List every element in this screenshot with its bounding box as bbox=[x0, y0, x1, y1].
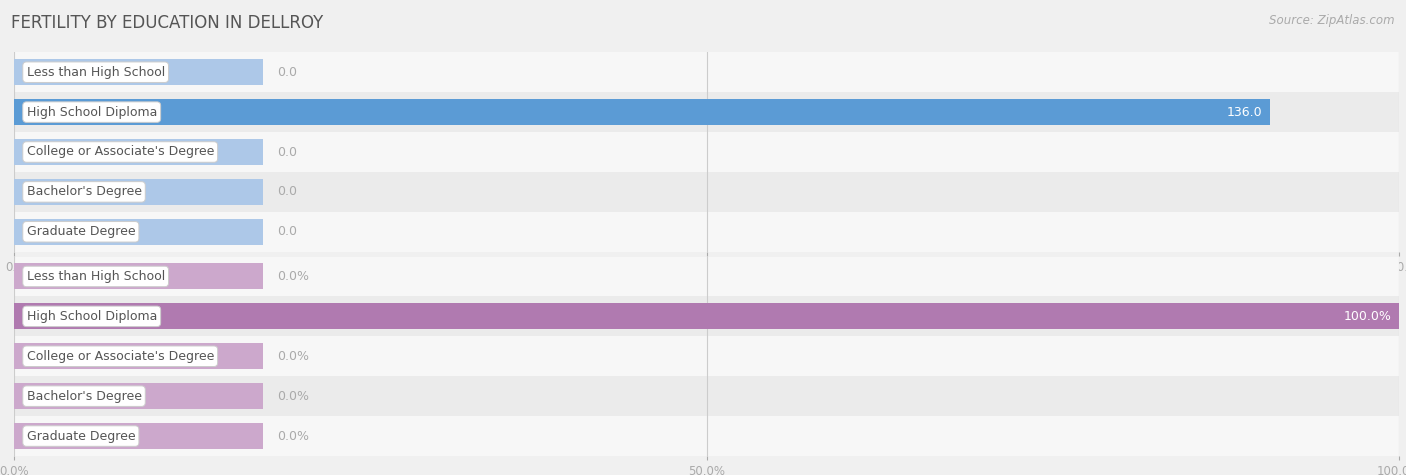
Text: High School Diploma: High School Diploma bbox=[27, 105, 157, 119]
Bar bbox=[14, 99, 1270, 125]
Text: College or Associate's Degree: College or Associate's Degree bbox=[27, 145, 214, 159]
Text: 0.0: 0.0 bbox=[277, 145, 297, 159]
Text: 0.0%: 0.0% bbox=[277, 270, 309, 283]
Text: Graduate Degree: Graduate Degree bbox=[27, 225, 135, 238]
Bar bbox=[14, 343, 263, 369]
Bar bbox=[14, 304, 1399, 329]
Text: 0.0%: 0.0% bbox=[277, 390, 309, 403]
Text: Less than High School: Less than High School bbox=[27, 66, 165, 79]
Text: 0.0: 0.0 bbox=[277, 66, 297, 79]
Bar bbox=[14, 376, 1399, 416]
Text: College or Associate's Degree: College or Associate's Degree bbox=[27, 350, 214, 363]
Bar bbox=[14, 172, 1399, 212]
Bar bbox=[14, 264, 263, 289]
Bar bbox=[14, 219, 263, 245]
Bar bbox=[14, 416, 1399, 456]
Bar bbox=[14, 59, 263, 85]
Bar bbox=[14, 336, 1399, 376]
Text: 0.0%: 0.0% bbox=[277, 350, 309, 363]
Text: Bachelor's Degree: Bachelor's Degree bbox=[27, 390, 142, 403]
Bar bbox=[14, 383, 263, 409]
Text: Source: ZipAtlas.com: Source: ZipAtlas.com bbox=[1270, 14, 1395, 27]
Text: 100.0%: 100.0% bbox=[1344, 310, 1392, 323]
Text: FERTILITY BY EDUCATION IN DELLROY: FERTILITY BY EDUCATION IN DELLROY bbox=[11, 14, 323, 32]
Bar bbox=[14, 256, 1399, 296]
Bar bbox=[14, 132, 1399, 172]
Bar bbox=[14, 139, 263, 165]
Bar bbox=[14, 296, 1399, 336]
Text: 0.0: 0.0 bbox=[277, 185, 297, 199]
Text: Graduate Degree: Graduate Degree bbox=[27, 429, 135, 443]
Text: 0.0%: 0.0% bbox=[277, 429, 309, 443]
Bar bbox=[14, 92, 1399, 132]
Bar bbox=[14, 179, 263, 205]
Bar bbox=[14, 52, 1399, 92]
Bar bbox=[14, 423, 263, 449]
Text: High School Diploma: High School Diploma bbox=[27, 310, 157, 323]
Text: 136.0: 136.0 bbox=[1227, 105, 1263, 119]
Text: 0.0: 0.0 bbox=[277, 225, 297, 238]
Text: Less than High School: Less than High School bbox=[27, 270, 165, 283]
Text: Bachelor's Degree: Bachelor's Degree bbox=[27, 185, 142, 199]
Bar bbox=[14, 212, 1399, 252]
